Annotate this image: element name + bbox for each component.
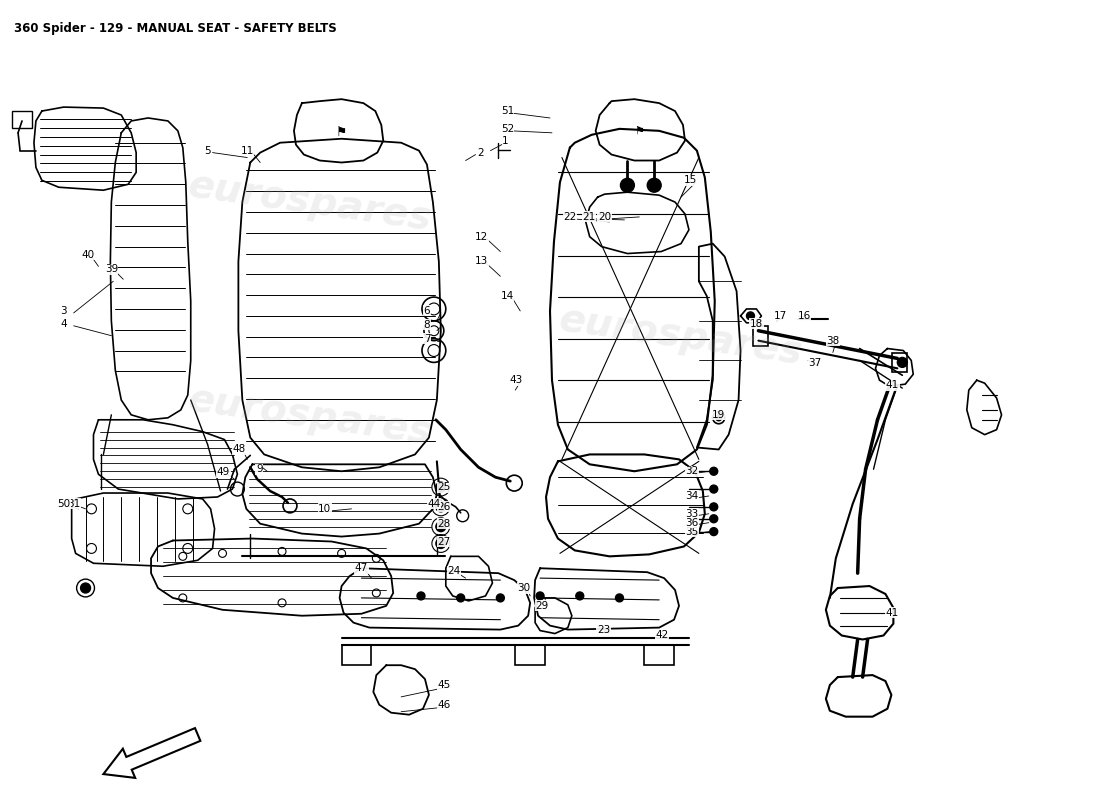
Bar — [754, 326, 768, 346]
Text: 43: 43 — [509, 375, 522, 386]
Circle shape — [620, 178, 635, 192]
Text: 33: 33 — [685, 509, 698, 519]
Text: 12: 12 — [475, 232, 488, 242]
Circle shape — [647, 178, 661, 192]
Text: 4: 4 — [60, 319, 67, 329]
Bar — [515, 646, 544, 666]
Bar — [892, 353, 907, 372]
Circle shape — [710, 467, 717, 475]
Circle shape — [710, 514, 717, 522]
Text: eurospares: eurospares — [186, 166, 434, 238]
Text: 30: 30 — [518, 583, 531, 593]
Text: 29: 29 — [536, 601, 549, 611]
Text: 51: 51 — [500, 106, 514, 116]
Text: 24: 24 — [447, 566, 461, 576]
Text: 22: 22 — [563, 212, 576, 222]
Text: 31: 31 — [67, 499, 80, 509]
Circle shape — [616, 594, 624, 602]
Text: 7: 7 — [424, 334, 430, 344]
Text: 25: 25 — [437, 482, 450, 492]
Text: 46: 46 — [437, 700, 450, 710]
Text: 19: 19 — [712, 410, 725, 420]
Text: 42: 42 — [656, 630, 669, 639]
Circle shape — [536, 592, 544, 600]
Text: 2: 2 — [477, 148, 484, 158]
Text: ⚑: ⚑ — [635, 126, 645, 136]
Text: 11: 11 — [241, 146, 254, 156]
Text: 28: 28 — [437, 518, 450, 529]
Circle shape — [436, 482, 446, 492]
Bar — [645, 646, 674, 666]
Text: 52: 52 — [500, 124, 514, 134]
Text: 6: 6 — [424, 306, 430, 316]
Circle shape — [710, 528, 717, 535]
Text: 38: 38 — [826, 336, 839, 346]
Text: 40: 40 — [81, 250, 95, 259]
Circle shape — [436, 522, 446, 532]
Circle shape — [710, 503, 717, 511]
Text: 39: 39 — [104, 264, 118, 274]
Text: ⚑: ⚑ — [336, 126, 348, 139]
Text: 26: 26 — [437, 502, 450, 512]
Circle shape — [80, 583, 90, 593]
Circle shape — [898, 358, 907, 367]
Text: 35: 35 — [685, 526, 698, 537]
Text: 1: 1 — [502, 136, 508, 146]
Text: 37: 37 — [808, 358, 822, 368]
Bar — [342, 646, 372, 666]
Text: 27: 27 — [437, 537, 450, 546]
Text: 21: 21 — [582, 212, 595, 222]
Text: 18: 18 — [750, 319, 763, 329]
Text: 13: 13 — [475, 257, 488, 266]
Text: 41: 41 — [886, 380, 899, 390]
Text: eurospares: eurospares — [186, 380, 434, 452]
Circle shape — [710, 485, 717, 493]
Text: 20: 20 — [598, 212, 612, 222]
Circle shape — [417, 592, 425, 600]
Text: 49: 49 — [217, 467, 230, 478]
Text: 32: 32 — [685, 466, 698, 476]
Text: 50: 50 — [57, 499, 70, 509]
Text: 8: 8 — [424, 320, 430, 330]
Text: 10: 10 — [318, 504, 331, 514]
Text: 44: 44 — [427, 499, 440, 509]
Circle shape — [436, 538, 446, 549]
Text: 3: 3 — [60, 306, 67, 316]
Text: 41: 41 — [886, 608, 899, 618]
Circle shape — [496, 594, 504, 602]
Text: 17: 17 — [773, 311, 786, 321]
Text: 48: 48 — [233, 445, 246, 454]
Circle shape — [716, 415, 722, 421]
Text: 9: 9 — [256, 464, 263, 474]
Text: 360 Spider - 129 - MANUAL SEAT - SAFETY BELTS: 360 Spider - 129 - MANUAL SEAT - SAFETY … — [14, 22, 337, 35]
Text: 34: 34 — [685, 491, 698, 501]
Text: 16: 16 — [798, 311, 811, 321]
Text: eurospares: eurospares — [557, 301, 805, 373]
Circle shape — [456, 594, 464, 602]
Text: 15: 15 — [684, 175, 697, 186]
Text: 23: 23 — [597, 625, 611, 634]
Circle shape — [575, 592, 584, 600]
Text: 14: 14 — [500, 291, 514, 301]
Text: 47: 47 — [355, 563, 368, 574]
Circle shape — [436, 502, 446, 512]
Circle shape — [747, 312, 755, 320]
Text: 45: 45 — [437, 680, 450, 690]
Text: 36: 36 — [685, 518, 698, 528]
Text: 5: 5 — [205, 146, 211, 156]
